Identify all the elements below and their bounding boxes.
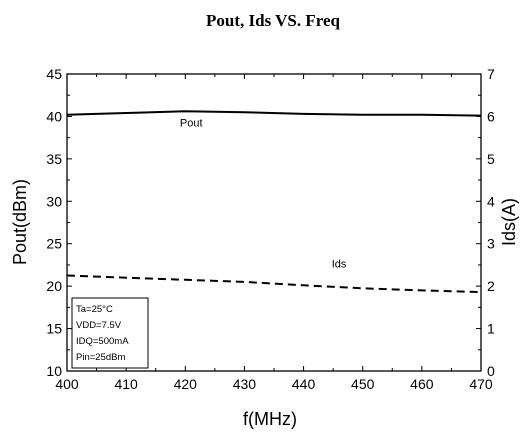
series-annotation: Ids: [332, 258, 347, 270]
x-tick-label: 450: [351, 376, 375, 392]
y-left-tick-label: 35: [46, 151, 62, 167]
y-right-tick-label: 6: [487, 108, 495, 124]
series-line-ids: [66, 274, 482, 294]
condition-line: VDD=7.5V: [76, 320, 122, 331]
series-line-pout: [66, 110, 482, 117]
x-tick-label: 430: [233, 376, 257, 392]
y-right-tick-label: 2: [487, 278, 495, 294]
condition-line: Ta=25°C: [76, 304, 113, 315]
y-right-tick-label: 4: [487, 193, 495, 209]
y-left-tick-label: 30: [46, 193, 62, 209]
y-left-axis-label: Pout(dBm): [10, 179, 30, 265]
y-right-tick-label: 1: [487, 321, 495, 337]
conditions-box: [71, 297, 149, 369]
y-right-axis-label: Ids(A): [499, 198, 519, 246]
x-tick-label: 410: [114, 376, 138, 392]
condition-line: Pin=25dBm: [76, 352, 125, 363]
x-tick-label: 460: [410, 376, 434, 392]
y-left-tick-label: 10: [46, 363, 62, 379]
y-left-tick-label: 45: [46, 66, 62, 82]
y-left-tick-label: 40: [46, 108, 62, 124]
y-left-tick-label: 25: [46, 236, 62, 252]
y-left-tick-label: 20: [46, 278, 62, 294]
chart-title: Pout, Ids VS. Freq: [206, 11, 341, 30]
x-axis-label: f(MHz): [243, 409, 297, 429]
x-tick-label: 420: [174, 376, 198, 392]
series-annotation: Pout: [180, 118, 203, 130]
x-tick-label: 470: [469, 376, 493, 392]
y-right-tick-label: 0: [487, 363, 495, 379]
y-left-tick-label: 15: [46, 321, 62, 337]
y-right-tick-label: 7: [487, 66, 495, 82]
x-tick-label: 440: [292, 376, 316, 392]
x-tick-label: 400: [55, 376, 79, 392]
condition-line: IDQ=500mA: [76, 336, 129, 347]
y-right-tick-label: 3: [487, 236, 495, 252]
y-right-tick-label: 5: [487, 151, 495, 167]
